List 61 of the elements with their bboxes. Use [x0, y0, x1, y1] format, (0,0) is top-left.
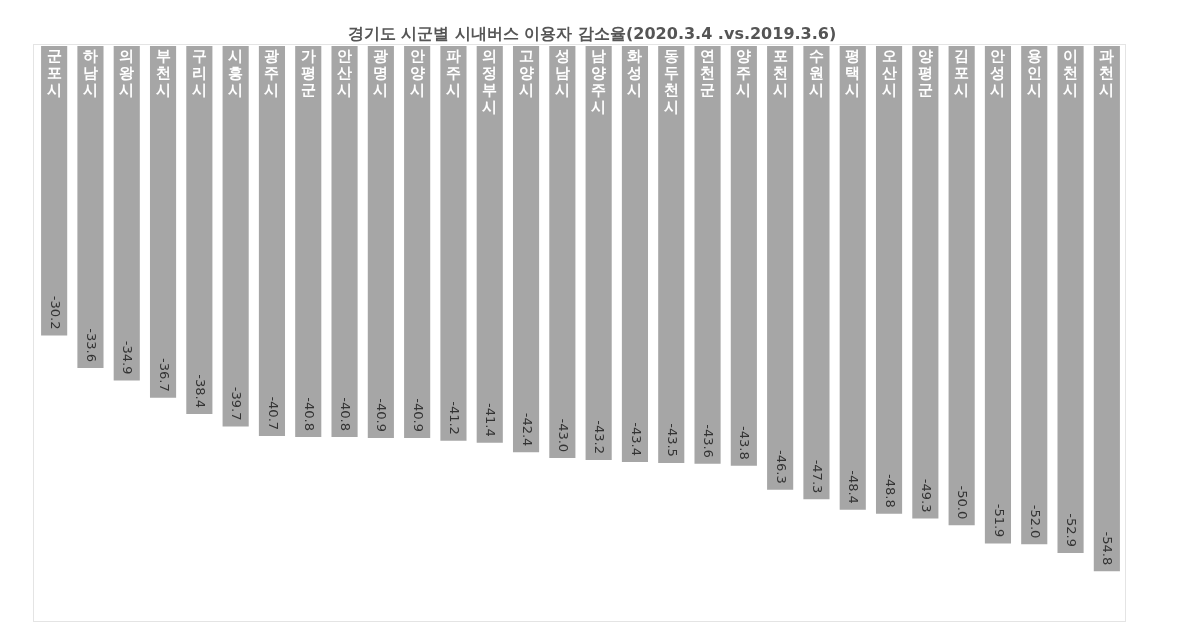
x-tick-label: 남양주시 — [591, 47, 607, 117]
data-label: -51.9 — [991, 503, 1007, 538]
data-label: -43.0 — [555, 418, 571, 453]
x-tick-label: 구리시 — [191, 47, 207, 100]
data-label: -39.7 — [229, 386, 245, 421]
data-label: -42.4 — [519, 412, 535, 447]
data-label: -40.9 — [374, 398, 390, 432]
data-label: -48.8 — [882, 474, 898, 508]
data-label: -40.8 — [338, 397, 354, 431]
data-label: -41.2 — [447, 401, 463, 435]
x-tick-label: 광명시 — [373, 47, 389, 100]
data-label: -40.9 — [410, 398, 426, 432]
data-label: -47.3 — [810, 459, 826, 494]
data-label: -38.4 — [192, 374, 208, 408]
x-tick-label: 양주시 — [736, 47, 752, 100]
x-tick-label: 김포시 — [954, 47, 970, 100]
x-tick-label: 안성시 — [990, 47, 1006, 100]
data-label: -43.4 — [628, 422, 644, 456]
x-tick-label: 안산시 — [337, 47, 353, 100]
x-tick-label: 연천군 — [700, 47, 716, 100]
data-label: -40.7 — [265, 396, 281, 431]
data-label: -50.0 — [955, 485, 971, 520]
x-tick-label: 평택시 — [845, 47, 861, 100]
data-label: -36.7 — [156, 358, 172, 392]
x-tick-label: 이천시 — [1063, 47, 1079, 100]
x-tick-label: 파주시 — [445, 47, 461, 100]
data-label: -49.3 — [918, 478, 934, 513]
data-label: -46.3 — [773, 450, 789, 484]
x-tick-label: 부천시 — [155, 47, 171, 100]
x-tick-label: 시흥시 — [228, 47, 244, 100]
x-tick-label: 포천시 — [772, 47, 788, 100]
data-label: -52.0 — [1027, 504, 1043, 539]
chart-title: 경기도 시군별 시내버스 이용자 감소율(2020.3.4 .vs.2019.3.6) — [346, 24, 838, 45]
data-label: -33.6 — [84, 328, 100, 362]
x-tick-label: 오산시 — [881, 47, 897, 100]
x-tick-label: 동두천시 — [663, 47, 679, 117]
data-label: -43.8 — [737, 426, 753, 460]
data-label: -43.6 — [701, 424, 717, 458]
data-label: -43.5 — [664, 423, 680, 457]
x-tick-label: 용인시 — [1026, 47, 1042, 100]
data-label: -41.4 — [483, 403, 499, 437]
x-tick-label: 양평군 — [917, 47, 933, 100]
x-tick-label: 의왕시 — [119, 47, 135, 100]
data-label: -48.4 — [846, 470, 862, 504]
x-tick-label: 과천시 — [1099, 47, 1115, 100]
data-label: -30.2 — [47, 295, 63, 330]
data-label: -52.9 — [1064, 513, 1080, 547]
x-tick-label: 안양시 — [409, 47, 425, 100]
x-tick-label: 성남시 — [554, 47, 570, 100]
x-tick-label: 가평군 — [300, 47, 316, 100]
x-tick-label: 하남시 — [82, 47, 98, 100]
data-label: -54.8 — [1100, 531, 1116, 566]
data-label: -43.2 — [592, 420, 608, 454]
data-label: -34.9 — [120, 340, 136, 375]
x-tick-label: 화성시 — [627, 47, 643, 100]
x-tick-label: 수원시 — [808, 47, 824, 100]
x-tick-label: 의정부시 — [482, 47, 498, 117]
x-tick-label: 광주시 — [264, 47, 280, 100]
data-label: -40.8 — [301, 397, 317, 431]
x-tick-label: 고양시 — [518, 47, 534, 100]
x-tick-label: 군포시 — [46, 47, 62, 100]
